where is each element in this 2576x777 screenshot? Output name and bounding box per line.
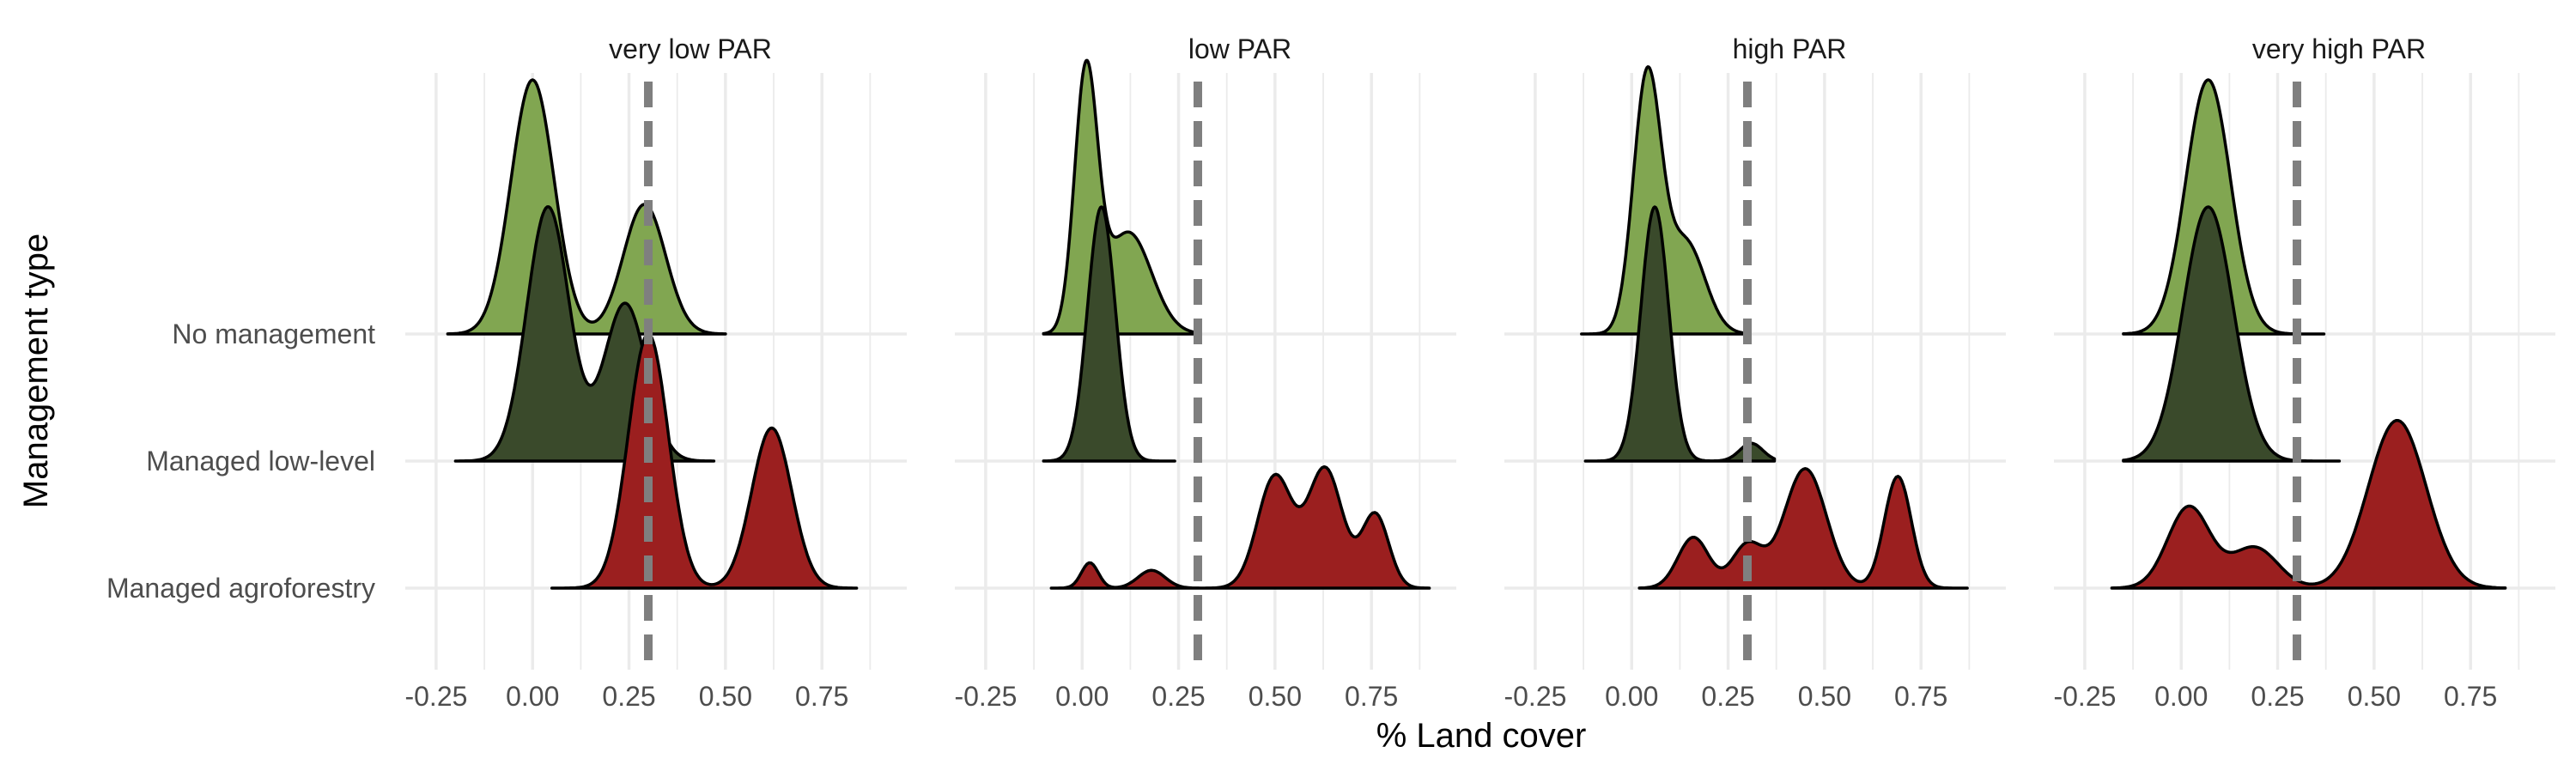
x-tick-label: 0.50 [2348,681,2401,712]
x-tick-label: 0.00 [506,681,559,712]
y-tick-label-no-management: No management [172,319,375,349]
ridge-very-low-par-no-management [446,78,727,336]
x-tick-label: 0.00 [1055,681,1109,712]
reference-lines-layer [644,82,2302,670]
facet-label-high-par: high PAR [1733,33,1847,64]
x-tick-label: 0.50 [1798,681,1851,712]
x-tick-label: 0.25 [1151,681,1205,712]
y-tick-label-managed-low-level: Managed low-level [146,446,375,477]
facet-label-very-high-par: very high PAR [2252,33,2426,64]
y-tick-label-managed-agroforestry: Managed agroforestry [106,573,375,604]
x-tick-label: 0.00 [1605,681,1658,712]
x-tick-label: 0.00 [2154,681,2208,712]
ridge-low-par-managed-agroforestry [1049,464,1431,590]
x-tick-label: -0.25 [1504,681,1566,712]
ridges-layer [446,58,2507,590]
x-tick-label: 0.75 [1894,681,1947,712]
x-tick-label: -0.25 [954,681,1017,712]
ridge-low-par-managed-low-level [1042,205,1176,463]
x-tick-label: 0.50 [699,681,752,712]
x-tick-label: -0.25 [2053,681,2116,712]
x-tick-label: 0.75 [1345,681,1398,712]
x-tick-label: 0.75 [2444,681,2497,712]
facet-label-low-par: low PAR [1188,33,1291,64]
x-tick-label: 0.25 [1701,681,1754,712]
ridge-very-high-par-no-management [2122,78,2326,336]
facet-label-very-low-par: very low PAR [609,33,772,64]
x-tick-label: 0.25 [2251,681,2304,712]
ridge-low-par-no-management [1042,58,1200,336]
ridge-very-low-par-managed-agroforestry [550,332,859,590]
ridge-high-par-managed-agroforestry [1637,467,1969,590]
labels-layer: % Land cover Management type Managed agr… [17,33,2497,755]
x-tick-label: 0.50 [1249,681,1302,712]
x-tick-label: -0.25 [404,681,467,712]
x-axis-title: % Land cover [1376,717,1587,755]
ridge-high-par-no-management [1580,65,1749,336]
ridge-very-high-par-managed-agroforestry [2110,418,2507,590]
x-tick-label: 0.75 [795,681,848,712]
y-axis-title: Management type [17,234,55,508]
x-tick-label: 0.25 [602,681,655,712]
ridge-very-high-par-managed-low-level [2122,205,2342,463]
